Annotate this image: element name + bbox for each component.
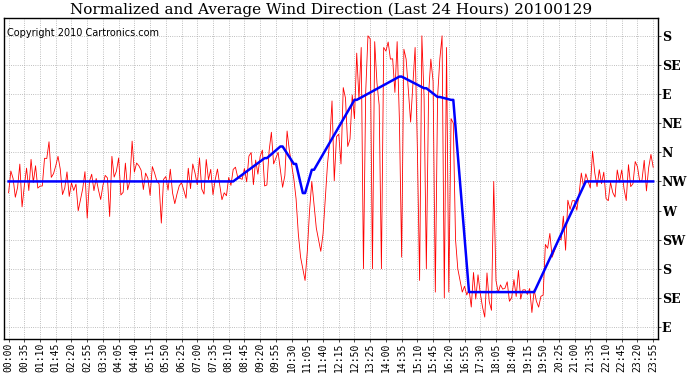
Text: Copyright 2010 Cartronics.com: Copyright 2010 Cartronics.com <box>8 28 159 38</box>
Title: Normalized and Average Wind Direction (Last 24 Hours) 20100129: Normalized and Average Wind Direction (L… <box>70 3 592 17</box>
